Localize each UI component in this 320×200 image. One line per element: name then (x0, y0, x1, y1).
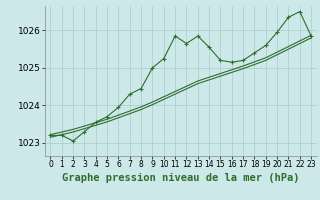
X-axis label: Graphe pression niveau de la mer (hPa): Graphe pression niveau de la mer (hPa) (62, 173, 300, 183)
